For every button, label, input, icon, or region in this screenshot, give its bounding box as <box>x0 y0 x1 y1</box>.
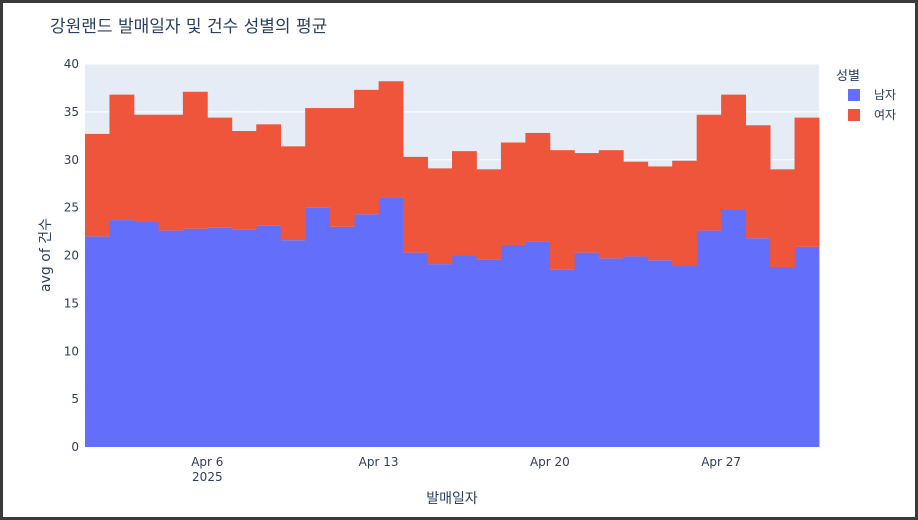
bar-female[interactable] <box>329 108 355 227</box>
bar-male[interactable] <box>476 259 502 447</box>
bar-male[interactable] <box>500 244 526 447</box>
bar-male[interactable] <box>109 220 135 447</box>
bar-male[interactable] <box>598 258 624 447</box>
x-tick-year-label: 2025 <box>192 470 223 484</box>
legend-title: 성별 <box>836 69 860 84</box>
bar-male[interactable] <box>207 227 233 447</box>
bar-male[interactable] <box>378 197 404 447</box>
bar-female[interactable] <box>133 114 159 222</box>
bar-female[interactable] <box>85 133 110 237</box>
bar-female[interactable] <box>305 108 331 208</box>
bar-female[interactable] <box>427 168 453 265</box>
bar-male[interactable] <box>721 209 746 447</box>
bar-female[interactable] <box>623 161 649 257</box>
bar-male[interactable] <box>770 266 795 447</box>
bar-female[interactable] <box>598 150 624 259</box>
chart-frame: 강원랜드 발매일자 및 건수 성별의 평균 0 5 10 15 20 25 30 35 40 A… <box>3 3 915 517</box>
bar-male[interactable] <box>85 236 110 447</box>
bar-female[interactable] <box>745 125 771 239</box>
bar-female[interactable] <box>525 132 551 242</box>
bar-male[interactable] <box>549 269 575 447</box>
bar-female[interactable] <box>378 81 404 198</box>
bar-male[interactable] <box>305 207 331 447</box>
x-axis-title: 발매일자 <box>426 491 478 507</box>
y-axis-ticks: 0 5 10 15 20 25 30 35 40 <box>64 57 79 454</box>
y-tick-label: 30 <box>64 153 79 167</box>
bar-male[interactable] <box>182 228 208 447</box>
bar-female[interactable] <box>182 91 208 229</box>
bar-male[interactable] <box>574 252 600 447</box>
y-tick-label: 20 <box>64 249 79 263</box>
bar-female[interactable] <box>794 117 820 247</box>
y-tick-label: 15 <box>64 296 79 310</box>
chart-title: 강원랜드 발매일자 및 건수 성별의 평균 <box>50 17 327 37</box>
bar-female[interactable] <box>109 94 135 221</box>
bar-male[interactable] <box>452 255 477 448</box>
x-tick-label: Apr 20 <box>530 455 570 469</box>
bar-male[interactable] <box>623 256 649 447</box>
x-tick-label: Apr 13 <box>359 455 399 469</box>
bar-female[interactable] <box>207 117 233 228</box>
bar-female[interactable] <box>770 169 795 267</box>
bar-female[interactable] <box>647 166 673 261</box>
legend-swatch[interactable] <box>848 89 860 101</box>
bar-male[interactable] <box>672 266 698 447</box>
x-tick-label: Apr 27 <box>701 455 741 469</box>
bar-male[interactable] <box>158 230 184 447</box>
legend-swatch[interactable] <box>848 109 860 121</box>
bar-female[interactable] <box>231 131 257 230</box>
bar-male[interactable] <box>231 229 257 447</box>
x-tick-label: Apr 6 <box>191 455 223 469</box>
bar-female[interactable] <box>500 142 526 245</box>
bars[interactable] <box>85 81 820 448</box>
bar-male[interactable] <box>647 260 673 447</box>
y-tick-label: 25 <box>64 201 79 215</box>
legend-label[interactable]: 남자 <box>874 88 896 102</box>
bar-male[interactable] <box>133 221 159 447</box>
bar-male[interactable] <box>525 241 551 447</box>
bar-female[interactable] <box>476 169 502 260</box>
bar-male[interactable] <box>280 240 306 447</box>
bar-female[interactable] <box>158 114 184 231</box>
bar-male[interactable] <box>696 230 722 447</box>
y-tick-label: 5 <box>71 392 79 406</box>
bar-female[interactable] <box>672 160 698 267</box>
bar-female[interactable] <box>574 153 600 253</box>
y-tick-label: 0 <box>71 440 79 454</box>
bar-female[interactable] <box>696 114 722 231</box>
bar-male[interactable] <box>794 246 820 447</box>
bar-female[interactable] <box>549 150 575 270</box>
bar-male[interactable] <box>745 238 771 447</box>
bar-female[interactable] <box>256 124 282 226</box>
y-tick-label: 35 <box>64 105 79 119</box>
bar-female[interactable] <box>452 151 477 256</box>
bar-male[interactable] <box>403 252 428 447</box>
bar-male[interactable] <box>329 226 355 447</box>
y-tick-label: 10 <box>64 344 79 358</box>
bar-female[interactable] <box>403 156 428 253</box>
y-tick-label: 40 <box>64 57 79 71</box>
bar-male[interactable] <box>256 225 282 447</box>
bar-male[interactable] <box>427 264 453 447</box>
legend-label[interactable]: 여자 <box>874 108 896 122</box>
bar-female[interactable] <box>721 94 746 210</box>
y-axis-title: avg of 건수 <box>38 218 54 292</box>
bar-female[interactable] <box>280 146 306 241</box>
bar-female[interactable] <box>354 89 379 215</box>
bar-male[interactable] <box>354 214 379 447</box>
